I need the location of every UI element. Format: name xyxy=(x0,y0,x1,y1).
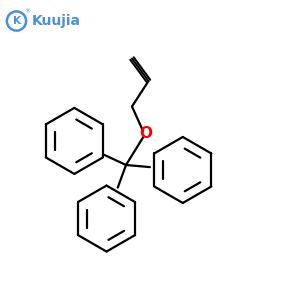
Text: O: O xyxy=(139,126,152,141)
Text: Kuujia: Kuujia xyxy=(32,14,80,28)
Text: K: K xyxy=(13,16,20,26)
Text: ®: ® xyxy=(24,10,30,14)
